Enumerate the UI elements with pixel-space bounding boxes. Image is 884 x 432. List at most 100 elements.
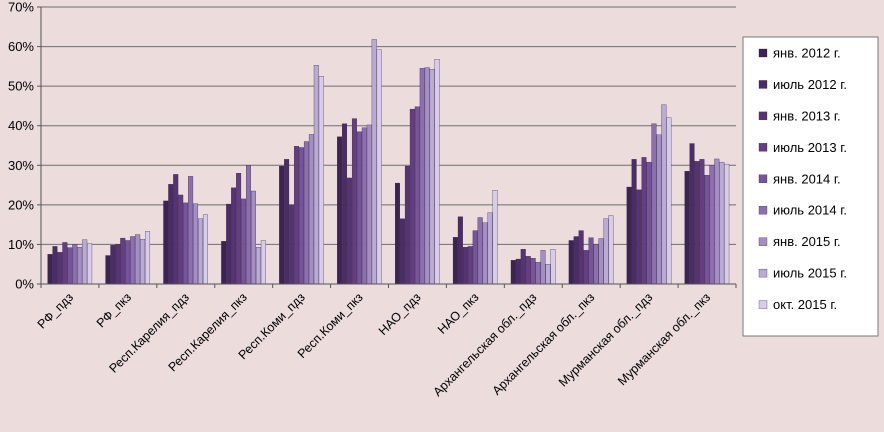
bar <box>82 239 88 285</box>
bar <box>246 165 252 285</box>
bar <box>535 262 541 285</box>
y-tick-label: 70% <box>8 0 34 15</box>
bar <box>308 134 314 285</box>
bar <box>202 214 208 285</box>
x-tick-label: Мурманская обл._пдз <box>556 290 655 389</box>
bar <box>434 59 440 285</box>
bar <box>515 258 521 285</box>
y-tick-label: 30% <box>8 158 34 173</box>
x-axis-labels: РФ_пдз РФ_пкзРесп.Карелия_пдзРесп.Карелия… <box>35 290 714 399</box>
legend-swatch <box>758 174 768 183</box>
bar <box>462 247 468 285</box>
bar <box>62 242 68 285</box>
legend-swatch <box>758 206 768 215</box>
bar <box>351 118 357 285</box>
legend-label: июль 2012 г. <box>773 77 847 92</box>
bar <box>626 186 632 285</box>
bar <box>636 189 642 285</box>
x-tick-label: НАО_пдз <box>376 290 424 338</box>
bar <box>689 143 695 285</box>
bar <box>87 243 93 285</box>
bar <box>699 159 705 285</box>
bar <box>376 49 382 285</box>
x-tick-label: РФ_пкз <box>94 290 134 330</box>
y-tick-label: 20% <box>8 197 34 212</box>
bar <box>724 163 730 285</box>
legend: янв. 2012 г. июль 2012 г. янв. 2013 г. июль… <box>742 36 879 337</box>
legend-swatch <box>758 48 768 58</box>
y-tick-label: 60% <box>8 39 34 54</box>
bar <box>395 182 400 285</box>
bar <box>530 258 536 285</box>
legend-swatch <box>758 268 768 278</box>
bar <box>193 203 199 285</box>
bar <box>472 230 478 285</box>
bar <box>318 76 324 285</box>
bar <box>313 65 319 285</box>
bar <box>646 161 652 285</box>
bar <box>719 161 725 285</box>
bar <box>198 218 203 285</box>
bar <box>260 240 266 285</box>
bar <box>250 190 256 285</box>
bar <box>346 177 352 285</box>
bar <box>145 231 151 285</box>
y-tick-label: 50% <box>8 79 34 94</box>
y-tick-label: 40% <box>8 118 34 133</box>
y-gridlines <box>41 6 736 285</box>
bar <box>294 146 300 285</box>
bar <box>298 147 304 285</box>
bar <box>598 238 604 285</box>
bar <box>578 230 584 285</box>
bar <box>704 175 710 285</box>
bar <box>52 246 58 285</box>
legend-swatch <box>758 237 768 246</box>
bar <box>424 67 430 285</box>
bar <box>550 249 556 285</box>
bar <box>289 204 295 285</box>
bar <box>477 217 483 285</box>
bar <box>651 123 657 285</box>
bar <box>593 244 599 285</box>
bar <box>135 234 141 285</box>
bar <box>105 255 111 285</box>
bar <box>661 104 667 285</box>
bar <box>583 250 589 285</box>
bar <box>356 131 362 285</box>
bar <box>399 218 405 285</box>
legend-label: янв. 2013 г. <box>773 108 841 123</box>
legend-swatch <box>758 143 768 152</box>
bar <box>115 244 121 285</box>
legend-label: июль 2013 г. <box>773 140 847 155</box>
bar <box>510 260 516 285</box>
bar <box>588 237 594 285</box>
bar <box>641 157 647 285</box>
bar <box>694 161 700 285</box>
bar <box>303 141 309 285</box>
bar <box>568 240 574 285</box>
bar <box>226 203 232 285</box>
legend-label: июль 2014 г. <box>773 203 847 218</box>
bars <box>47 39 730 285</box>
bar <box>457 216 463 285</box>
bar <box>452 237 458 285</box>
bar <box>140 239 146 285</box>
x-tick-label: Архангельская обл._пкз <box>490 290 598 398</box>
bar <box>371 39 377 285</box>
bar <box>520 249 526 285</box>
bar <box>57 252 63 285</box>
bar <box>429 68 435 285</box>
bar <box>492 190 498 285</box>
legend-label: янв. 2014 г. <box>773 171 841 186</box>
bar <box>482 222 488 285</box>
y-tick-label: 10% <box>8 237 34 252</box>
y-axis-ticks: 0% 10% 20% 30% 40% 50% 60% 70% <box>8 0 41 292</box>
bar <box>67 247 73 285</box>
bar <box>684 171 690 285</box>
bar <box>188 176 194 285</box>
bar <box>173 174 179 285</box>
bar <box>361 127 367 285</box>
x-tick-label: Архангельская обл._пдз <box>431 290 540 399</box>
